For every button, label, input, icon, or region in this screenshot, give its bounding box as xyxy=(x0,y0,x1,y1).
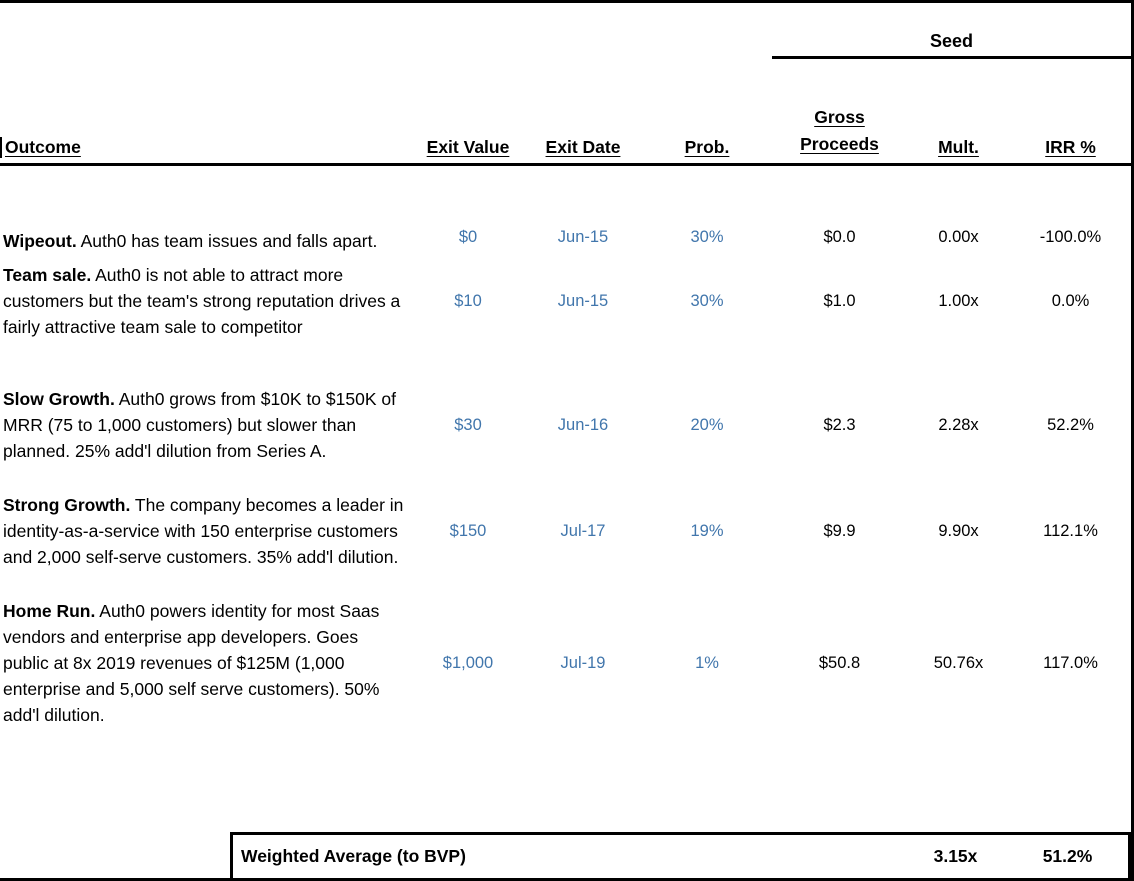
exit-value-cell: $0 xyxy=(458,228,478,246)
mult-cell: 2.28x xyxy=(938,415,979,434)
table-header: Seed Outcome Exit Value Exit Date Prob. … xyxy=(0,3,1131,166)
seed-group-row: Seed xyxy=(0,3,1131,59)
gross-proceeds-cell: $0.0 xyxy=(823,228,856,246)
gross-proceeds-cell: $1.0 xyxy=(823,291,856,310)
exit-date-cell: Jul-17 xyxy=(560,521,606,540)
irr-cell: 52.2% xyxy=(1047,415,1094,434)
irr-cell: -100.0% xyxy=(1039,228,1102,246)
weighted-average-irr: 51.2% xyxy=(1042,846,1093,866)
gross-proceeds-cell: $9.9 xyxy=(823,521,856,540)
mult-cell: 9.90x xyxy=(938,521,979,540)
outcome-description: Auth0 has team issues and falls apart. xyxy=(76,231,378,251)
gross-proceeds-column-header: Gross Proceeds xyxy=(800,107,879,154)
weighted-average-row: Weighted Average (to BVP) 3.15x 51.2% xyxy=(230,832,1131,878)
weighted-average-label: Weighted Average (to BVP) xyxy=(241,846,466,866)
outcome-description: Auth0 grows from $10K to $150K of MRR (7… xyxy=(3,389,396,461)
exit-date-cell: Jun-16 xyxy=(557,415,609,434)
exit-value-cell: $1,000 xyxy=(442,653,494,672)
mult-column-header: Mult. xyxy=(938,137,979,157)
outcome-cell: Strong Growth. The company becomes a lea… xyxy=(0,492,412,570)
prob-cell: 19% xyxy=(690,521,724,540)
irr-cell: 112.1% xyxy=(1043,521,1098,540)
irr-cell: 117.0% xyxy=(1043,653,1098,672)
outcome-description: Auth0 powers identity for most Saas vend… xyxy=(3,601,380,725)
outcome-description: The company becomes a leader in identity… xyxy=(3,495,404,567)
column-header-row: Outcome Exit Value Exit Date Prob. Gross… xyxy=(0,59,1131,163)
outcome-description: Auth0 is not able to attract more custom… xyxy=(3,265,401,337)
exit-date-cell: Jul-19 xyxy=(560,653,606,672)
outcome-cell: Team sale. Auth0 is not able to attract … xyxy=(0,262,412,340)
exit-value-cell: $10 xyxy=(454,291,482,310)
seed-label: Seed xyxy=(929,31,974,51)
exit-date-cell: Jun-15 xyxy=(557,291,609,310)
outcome-title: Wipeout. xyxy=(3,231,77,251)
outcome-title: Strong Growth. xyxy=(3,495,131,515)
table-row-slow-growth: Slow Growth. Auth0 grows from $10K to $1… xyxy=(0,386,1131,464)
seed-group-header: Seed xyxy=(772,31,1131,59)
outcome-cell: Home Run. Auth0 powers identity for most… xyxy=(0,598,412,728)
exit-date-cell: Jun-15 xyxy=(557,228,609,246)
exit-value-column-header: Exit Value xyxy=(426,137,510,157)
table-row-wipeout: Wipeout. Auth0 has team issues and falls… xyxy=(0,228,1131,254)
outcome-header-label: Outcome xyxy=(5,137,81,157)
exit-value-cell: $150 xyxy=(449,521,487,540)
mult-cell: 50.76x xyxy=(933,653,984,672)
mult-cell: 0.00x xyxy=(938,228,979,246)
exit-date-column-header: Exit Date xyxy=(545,137,621,157)
outcome-title: Home Run. xyxy=(3,601,96,621)
prob-cell: 30% xyxy=(690,291,724,310)
irr-cell: 0.0% xyxy=(1051,291,1090,310)
table-row-strong-growth: Strong Growth. The company becomes a lea… xyxy=(0,492,1131,570)
prob-cell: 1% xyxy=(695,653,719,672)
weighted-average-mult: 3.15x xyxy=(933,846,978,866)
table-row-team-sale: Team sale. Auth0 is not able to attract … xyxy=(0,262,1131,340)
outcome-title: Team sale. xyxy=(3,265,92,285)
exit-value-cell: $30 xyxy=(454,415,482,434)
outcome-cell: Slow Growth. Auth0 grows from $10K to $1… xyxy=(0,386,412,464)
irr-column-header: IRR % xyxy=(1045,137,1096,157)
table-row-home-run: Home Run. Auth0 powers identity for most… xyxy=(0,598,1131,728)
gross-proceeds-cell: $2.3 xyxy=(823,415,856,434)
outcome-cell: Wipeout. Auth0 has team issues and falls… xyxy=(0,228,412,254)
gross-proceeds-cell: $50.8 xyxy=(818,653,861,672)
prob-cell: 30% xyxy=(690,228,724,246)
mult-cell: 1.00x xyxy=(938,291,979,310)
prob-cell: 20% xyxy=(690,415,724,434)
prob-column-header: Prob. xyxy=(684,137,730,157)
table-body: Wipeout. Auth0 has team issues and falls… xyxy=(0,166,1131,728)
outcome-column-header: Outcome xyxy=(0,137,412,158)
outcome-title: Slow Growth. xyxy=(3,389,115,409)
